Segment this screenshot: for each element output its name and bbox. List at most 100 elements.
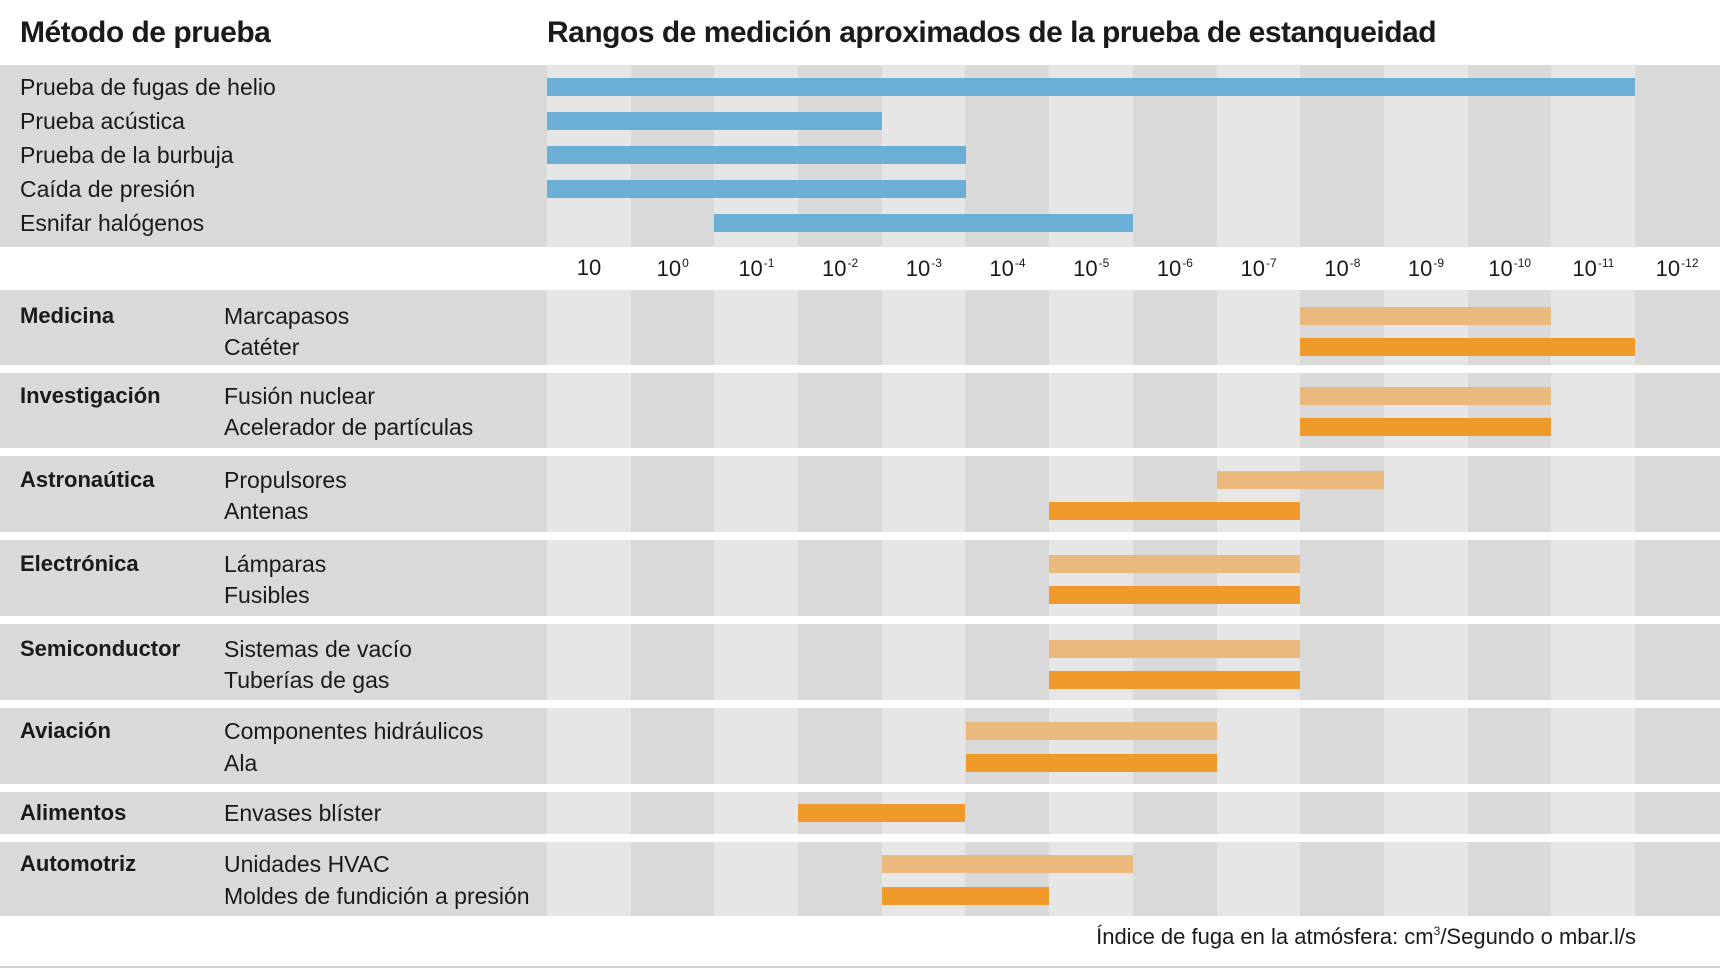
application-col [1049,456,1133,532]
application-col [714,540,799,616]
application-col [1635,456,1719,532]
x-tick-label: 10-11 [1551,257,1635,280]
application-label: Envases blíster [224,800,382,826]
application-col [1551,456,1636,532]
category-label: Semiconductor [20,636,181,661]
x-tick-base: 10 [576,255,602,280]
x-tick-base: 10 [1655,256,1681,281]
category-label: Medicina [20,303,115,328]
application-col [1216,708,1301,784]
application-col [1300,792,1384,834]
application-col [1551,540,1636,616]
application-col [630,624,715,700]
application-bar [1300,387,1552,405]
application-col [547,792,631,834]
application-col [798,624,882,700]
application-col [714,456,799,532]
application-col [965,708,1050,784]
x-tick-label: 10-7 [1217,257,1301,280]
method-bar [547,180,966,198]
application-col [714,290,799,365]
application-col [630,456,715,532]
application-bar [1300,307,1552,325]
application-col [1300,373,1384,448]
x-axis-label-sup: 3 [1433,924,1441,938]
application-col [1384,708,1468,784]
application-col [1384,456,1468,532]
application-col [1049,792,1133,834]
application-label: Sistemas de vacío [224,636,412,662]
x-tick-base: 10 [1488,256,1513,281]
x-tick-exponent: -8 [1349,256,1361,270]
x-tick-label: 10-4 [966,257,1050,280]
application-col [714,842,799,916]
application-label: Propulsores [224,467,347,493]
x-tick-base: 10 [1572,256,1597,281]
application-col [1132,290,1217,365]
methods-col [1635,65,1719,247]
method-label: Caída de presión [20,176,196,202]
application-col [1300,708,1384,784]
application-bar [1049,502,1301,520]
method-label: Esnifar halógenos [20,210,205,236]
x-tick-exponent: -12 [1681,256,1699,270]
application-bar [798,804,966,822]
x-tick-label: 10-1 [714,257,798,280]
x-tick-label: 10-9 [1384,257,1468,280]
application-col [1635,290,1719,365]
application-col [1049,373,1133,448]
x-tick-base: 10 [656,256,682,281]
application-col [1467,456,1552,532]
x-tick-exponent: -3 [931,256,942,270]
application-col [965,290,1050,365]
method-bar [547,78,1636,96]
category-label: Electrónica [20,551,139,576]
application-col [1216,456,1301,532]
application-col [714,373,799,448]
x-tick-base: 10 [905,256,931,281]
application-label: Fusibles [224,582,310,608]
application-label: Componentes hidráulicos [224,718,484,744]
application-col [1049,708,1133,784]
application-col [1300,624,1384,700]
application-col [1132,540,1217,616]
application-label: Antenas [224,498,309,524]
application-bar [965,754,1217,772]
application-bar [1049,555,1301,573]
application-col [1216,540,1301,616]
application-col [1551,624,1636,700]
x-tick-base: 10 [1324,256,1349,281]
application-col [965,540,1050,616]
application-col [881,708,966,784]
application-col [1384,842,1468,916]
application-label: Fusión nuclear [224,383,375,409]
application-col [547,290,631,365]
x-tick-label: 10-2 [798,257,882,280]
x-tick-exponent: -1 [763,256,775,270]
x-axis-label: Índice de fuga en la atmósfera: cm3/Segu… [1096,925,1636,948]
application-col [881,456,966,532]
application-label: Acelerador de partículas [224,414,474,440]
application-col [1216,792,1301,834]
application-col [1300,842,1384,916]
application-col [1216,373,1301,448]
application-col [1049,540,1133,616]
x-tick-exponent: -7 [1266,256,1277,270]
application-col [881,624,966,700]
application-col [1635,792,1719,834]
application-bar [881,855,1133,873]
application-col [547,624,631,700]
application-col [1635,540,1719,616]
application-col [1300,456,1384,532]
x-tick-exponent: -9 [1433,256,1445,270]
x-tick-base: 10 [1073,256,1098,281]
application-label: Ala [224,750,258,776]
application-col [714,708,799,784]
application-col [1049,842,1133,916]
application-bar [1049,671,1301,689]
category-label: Astronaútica [20,467,155,492]
method-bar [547,146,966,164]
application-col [1049,290,1133,365]
application-col [798,290,882,365]
x-tick-exponent: -5 [1098,256,1110,270]
